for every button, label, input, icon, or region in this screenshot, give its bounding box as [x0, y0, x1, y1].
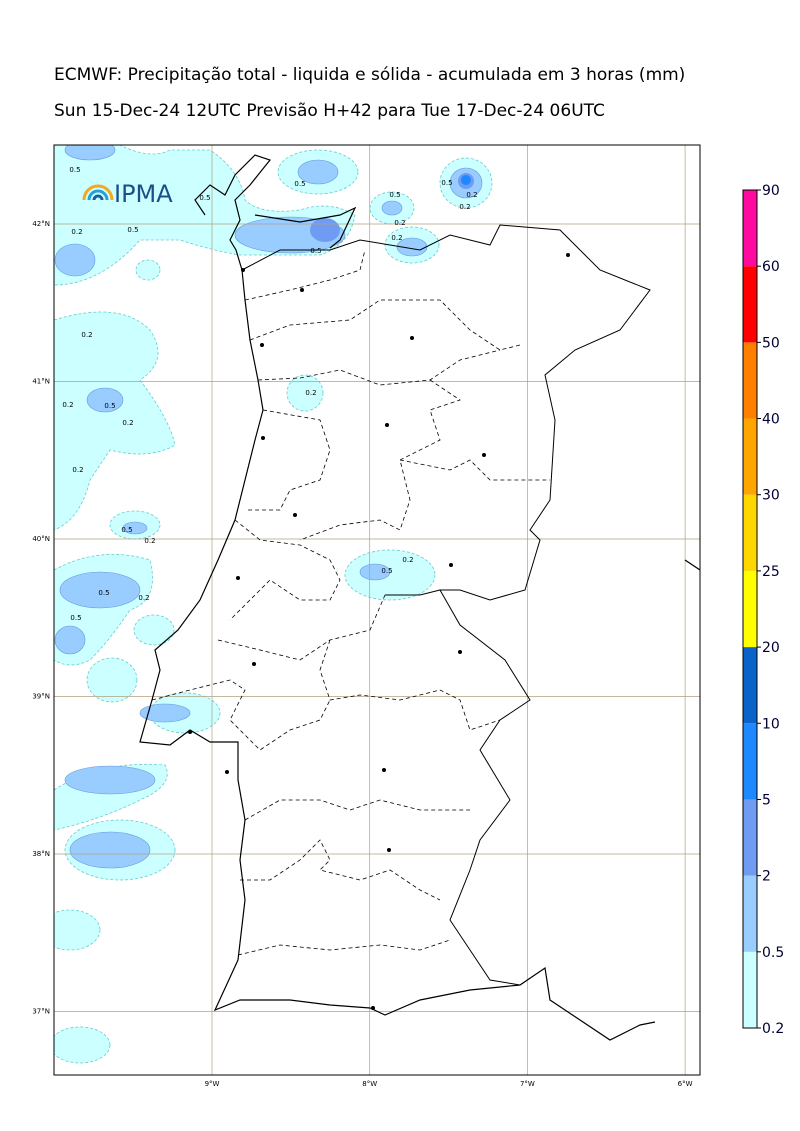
cities: [188, 253, 570, 1010]
colorbar-label: 20: [762, 640, 780, 656]
colorbar-segment: [743, 570, 757, 648]
contour-labels: 0.5 0.5 0.5 0.5 0.5 0.2 0.2 0.2 0.5 0.5 0.2 0.2 0.2 0…: [62, 166, 477, 622]
colorbar-segment: [743, 647, 757, 724]
contour-label: 0.2: [144, 537, 155, 545]
lat-label: 38°N: [32, 850, 50, 858]
contour-label: 0.5: [69, 166, 80, 174]
lat-label: 40°N: [32, 535, 50, 543]
colorbar-label: 0.2: [762, 1021, 784, 1037]
contour-label: 0.2: [122, 419, 133, 427]
lat-label: 41°N: [32, 378, 50, 386]
contour-label: 0.2: [81, 331, 92, 339]
contour-label: 0.5: [104, 402, 115, 410]
precip-max: [461, 175, 471, 185]
colorbar-label: 50: [762, 335, 780, 351]
lon-label: 8°W: [362, 1080, 377, 1088]
colorbar-segment: [743, 799, 757, 876]
colorbar-label: 30: [762, 488, 780, 504]
contour-label: 0.2: [394, 219, 405, 227]
contour-label: 0.2: [305, 389, 316, 397]
colorbar-segment: [743, 875, 757, 952]
logo-text: IPMA: [114, 180, 173, 208]
contour-label: 0.5: [127, 226, 138, 234]
contour-label: 0.2: [71, 228, 82, 236]
colorbar-segment: [743, 494, 757, 571]
contour-label: 0.2: [138, 594, 149, 602]
lat-label: 37°N: [32, 1008, 50, 1016]
contour-label: 0.5: [199, 194, 210, 202]
colorbar-segment: [743, 266, 757, 343]
lon-label: 7°W: [520, 1080, 535, 1088]
colorbar-label: 10: [762, 716, 780, 732]
border: [241, 224, 651, 986]
lat-label: 42°N: [32, 220, 50, 228]
lon-label: 6°W: [678, 1080, 693, 1088]
contour-label: 0.2: [391, 234, 402, 242]
coastline: [139, 154, 700, 1041]
contour-label: 0.5: [310, 247, 321, 255]
logo: IPMA: [82, 180, 173, 208]
contour-label: 0.5: [70, 614, 81, 622]
contour-label: 0.5: [294, 180, 305, 188]
contour-label: 0.5: [121, 526, 132, 534]
colorbar-label: 90: [762, 183, 780, 199]
axis-labels: 42°N 41°N 40°N 39°N 38°N 37°N 9°W 8°W 7°W 6°W: [32, 220, 692, 1088]
colorbar-segment: [743, 723, 757, 800]
contour-label: 0.2: [72, 466, 83, 474]
title: ECMWF: Precipitação total - liquida e só…: [54, 65, 685, 85]
colorbar-label: 2: [762, 869, 771, 885]
colorbar-segment: [743, 190, 757, 267]
colorbar-label: 0.5: [762, 945, 784, 961]
contour-label: 0.2: [459, 203, 470, 211]
map-area: 0.5 0.5 0.5 0.5 0.5 0.2 0.2 0.2 0.5 0.5 0.2 0.2 0.2 0…: [54, 145, 700, 1075]
colorbar-segment: [743, 342, 757, 419]
lon-label: 9°W: [205, 1080, 220, 1088]
colorbar-segment: [743, 418, 757, 495]
contour-label: 0.2: [402, 556, 413, 564]
district-borders: [151, 249, 550, 956]
colorbar-label: 40: [762, 412, 780, 428]
map-frame: [53, 144, 701, 1076]
contour-label: 0.2: [62, 401, 73, 409]
contour-label: 0.5: [381, 567, 392, 575]
contour-label: 0.5: [441, 179, 452, 187]
subtitle: Sun 15-Dec-24 12UTC Previsão H+42 para T…: [54, 101, 605, 121]
precip-medium: [54, 145, 483, 869]
contour-label: 0.5: [98, 589, 109, 597]
contour-label: 0.5: [389, 191, 400, 199]
colorbar-label: 60: [762, 259, 780, 275]
colorbar-label: 25: [762, 564, 780, 580]
colorbar-frame: [742, 189, 758, 1029]
contour-label: 0.2: [466, 191, 477, 199]
colorbar-segment: [743, 951, 757, 1028]
colorbar-label: 5: [762, 792, 771, 808]
graticule: [54, 145, 700, 1075]
lat-label: 39°N: [32, 693, 50, 701]
